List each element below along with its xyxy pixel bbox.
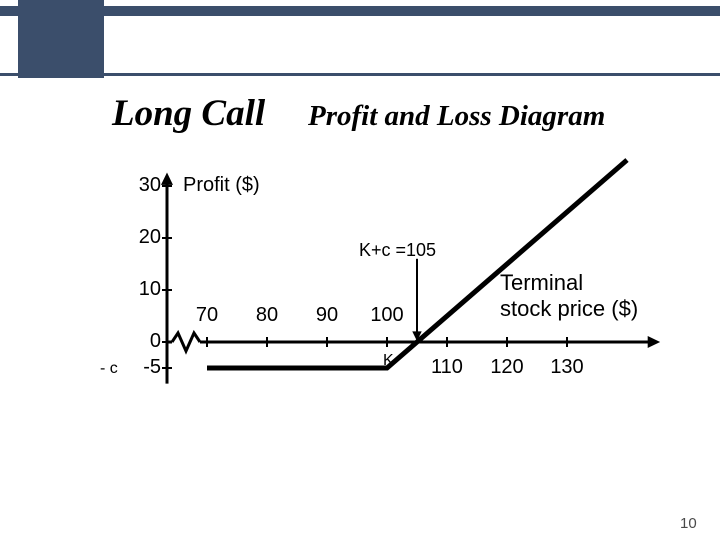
right-label-2: stock price ($) (500, 296, 638, 322)
y-tick-3: 0 (127, 330, 161, 353)
x-tick-4: 110 (427, 356, 467, 379)
x-tick-2: 90 (307, 304, 347, 327)
x-tick-6: 130 (547, 356, 587, 379)
chart-svg (0, 0, 720, 540)
x-tick-5: 120 (487, 356, 527, 379)
y-tick-1: 20 (127, 226, 161, 249)
kc-label: K+c =105 (359, 240, 436, 261)
y-tick-2: 10 (127, 278, 161, 301)
neg-c-label: - c (100, 360, 118, 378)
x-tick-0: 70 (187, 304, 227, 327)
y-tick-4: -5 (127, 356, 161, 379)
x-tick-3: 100 (367, 304, 407, 327)
slide-number: 10 (680, 515, 697, 532)
title-sub: Profit and Loss Diagram (308, 100, 605, 133)
slide-container: { "theme": { "band_color": "#3b4e6b", "b… (0, 0, 720, 540)
k-label: K (383, 352, 394, 370)
x-tick-1: 80 (247, 304, 287, 327)
y-axis-label: Profit ($) (183, 174, 260, 197)
header-band-1 (0, 6, 720, 16)
title-main: Long Call (112, 92, 265, 135)
y-tick-0: 30 (127, 174, 161, 197)
header-band-2 (0, 73, 720, 76)
right-label-1: Terminal (500, 270, 583, 296)
logo-placeholder (18, 0, 104, 78)
